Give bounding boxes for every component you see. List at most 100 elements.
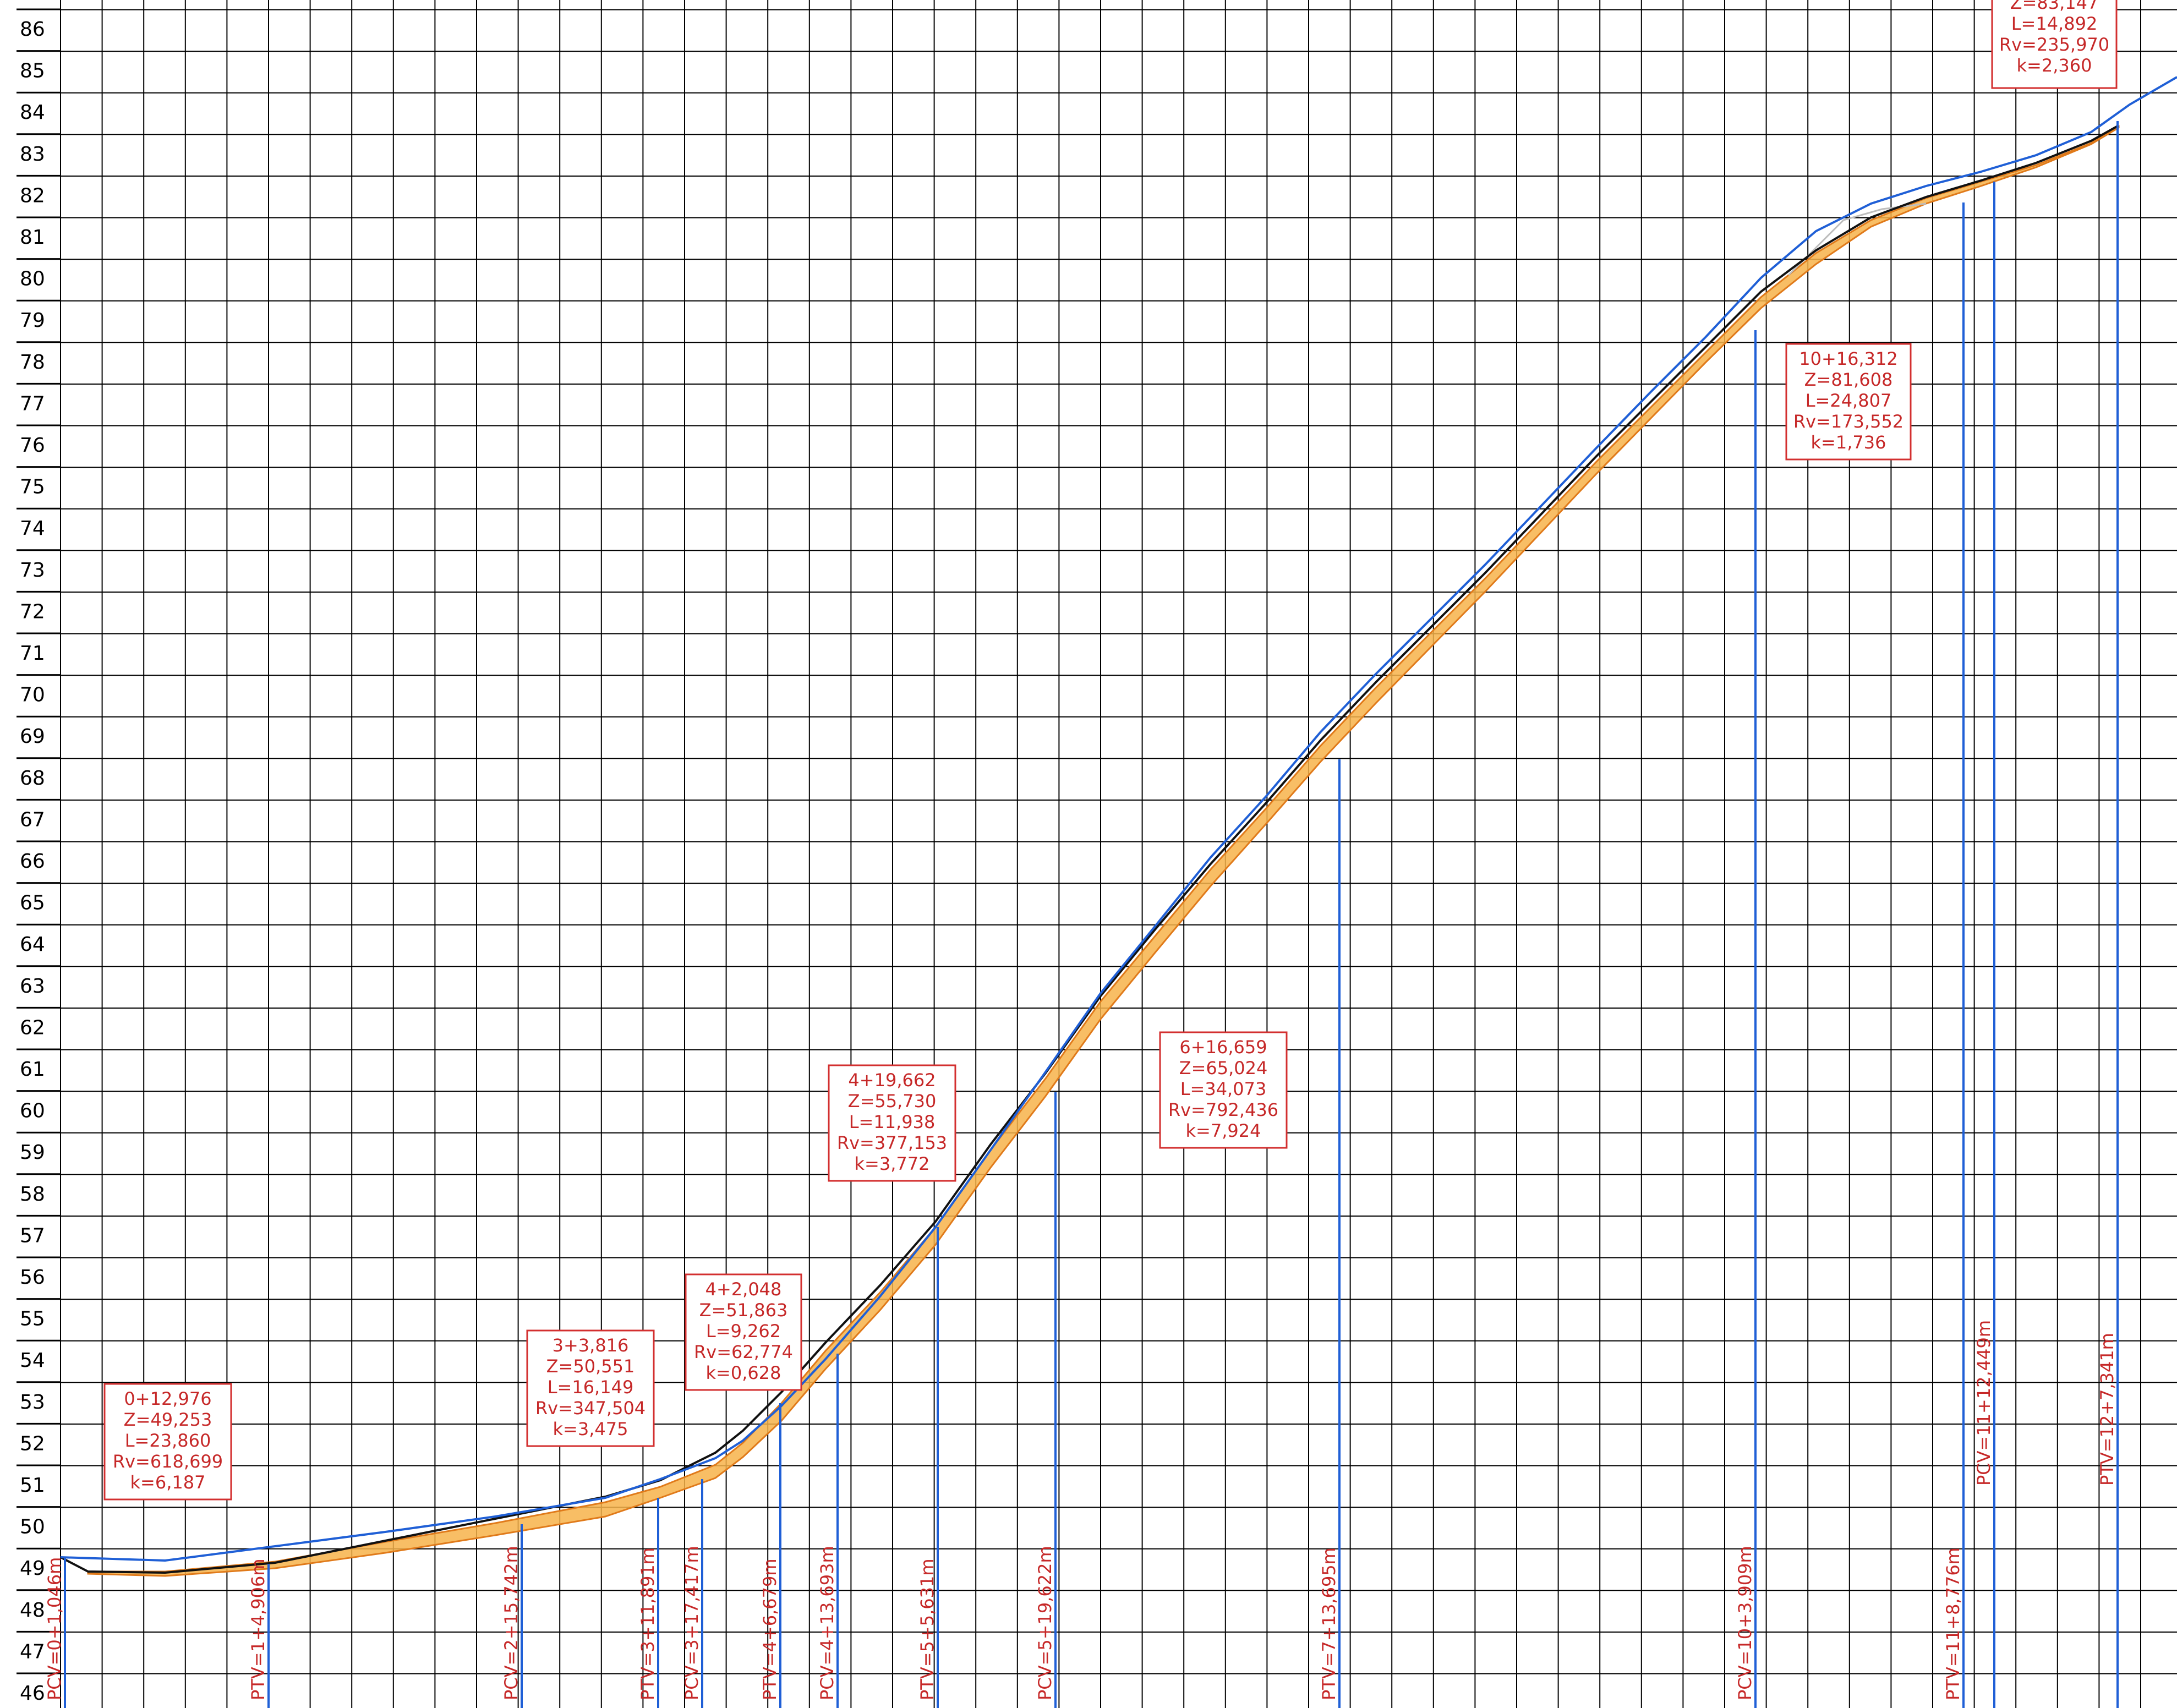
station-label: PCV=3+17,417m — [681, 1546, 702, 1700]
annotation-k: k=7,924 — [1186, 1120, 1261, 1141]
annotation-z: Z=50,551 — [546, 1356, 635, 1377]
elevation-label: 71 — [20, 642, 45, 665]
elevation-label: 83 — [20, 143, 45, 166]
annotation-l: L=34,073 — [1180, 1079, 1267, 1099]
elevation-label: 74 — [20, 517, 45, 540]
elevation-label: 56 — [20, 1266, 45, 1289]
station-label: PTV=12+7,341m — [2097, 1333, 2118, 1486]
station-label: PTV=7+13,695m — [1319, 1547, 1339, 1700]
annotation-l: L=9,262 — [706, 1321, 781, 1342]
annotation-rv: Rv=62,774 — [694, 1342, 793, 1362]
annotation-frame — [1159, 1031, 1288, 1149]
annotation-z: Z=65,024 — [1179, 1058, 1268, 1079]
elevation-label: 58 — [20, 1183, 45, 1206]
annotation-z: Z=51,863 — [699, 1300, 788, 1321]
station-label: PTV=1+4,906m — [248, 1559, 269, 1701]
annotation-rv: Rv=173,552 — [1793, 411, 1903, 432]
annotation-frame — [685, 1273, 802, 1391]
annotation-l: L=23,860 — [125, 1430, 211, 1451]
annotation-sta: 4+19,662 — [848, 1070, 936, 1091]
elevation-label: 57 — [20, 1224, 45, 1247]
elevation-label: 62 — [20, 1016, 45, 1039]
station-label: PTV=5+5,631m — [917, 1559, 938, 1701]
elevation-label: 77 — [20, 392, 45, 415]
elevation-label: 59 — [20, 1141, 45, 1164]
annotation-frame — [1991, 0, 2118, 89]
annotation-sta: 0+12,976 — [124, 1388, 211, 1409]
elevation-label: 75 — [20, 476, 45, 499]
elevation-label: 64 — [20, 933, 45, 956]
annotation-k: k=1,736 — [1811, 432, 1886, 453]
elevation-label: 51 — [20, 1474, 45, 1497]
annotation-sta: 4+2,048 — [705, 1279, 782, 1300]
elevation-label: 54 — [20, 1349, 45, 1372]
curve-annotation-box: 4+19,662Z=55,730L=11,938Rv=377,153k=3,77… — [828, 1064, 956, 1182]
annotation-sta: 3+3,816 — [553, 1335, 629, 1356]
annotation-k: k=3,772 — [855, 1153, 930, 1174]
annotation-frame — [1785, 343, 1912, 461]
elevation-label: 47 — [20, 1640, 45, 1663]
station-label: PCV=0+1,046m — [44, 1557, 65, 1700]
annotation-z: Z=83,147 — [2010, 0, 2099, 13]
elevation-label: 70 — [20, 684, 45, 707]
annotation-z: Z=55,730 — [848, 1091, 937, 1112]
annotation-l: L=11,938 — [849, 1112, 936, 1132]
elevation-axis: 86 85 84 83 82 81 80 79 78 77 76 75 74 73 72 71 70 69 68 67… — [17, 8, 61, 1705]
profile-grid — [60, 0, 2177, 1708]
vertical-curve-annotations: 0+12,976Z=49,253L=23,860Rv=618,699k=6,18… — [103, 0, 2118, 1501]
elevation-label: 63 — [20, 975, 45, 998]
elevation-label: 84 — [20, 101, 45, 124]
elevation-label: 61 — [20, 1058, 45, 1081]
station-label: PCV=10+3,909m — [1735, 1546, 1755, 1700]
station-label: PCV=2+15,742m — [501, 1546, 522, 1700]
annotation-rv: Rv=377,153 — [837, 1132, 947, 1153]
station-label: PTV=4+6,679m — [759, 1559, 780, 1701]
annotation-l: L=14,892 — [2011, 13, 2098, 34]
elevation-label: 49 — [20, 1557, 45, 1580]
elevation-label: 67 — [20, 808, 45, 831]
station-label: PTV=3+11,891m — [637, 1547, 658, 1700]
elevation-label: 81 — [20, 226, 45, 249]
annotation-frame — [103, 1383, 232, 1501]
annotation-z: Z=49,253 — [124, 1409, 212, 1430]
elevation-label: 80 — [20, 268, 45, 291]
elevation-label: 65 — [20, 892, 45, 915]
annotation-z: Z=81,608 — [1804, 369, 1893, 390]
annotation-rv: Rv=792,436 — [1168, 1099, 1278, 1120]
station-label: PCV=5+19,622m — [1035, 1546, 1055, 1700]
station-markers: PCV=0+1,046m PTV=1+4,906m PCV=2+15,742m PTV… — [44, 121, 2119, 1708]
annotation-k: k=0,628 — [706, 1362, 781, 1383]
curve-annotation-box: 10+16,312Z=81,608L=24,807Rv=173,552k=1,7… — [1785, 343, 1912, 461]
elevation-label: 60 — [20, 1100, 45, 1123]
elevation-label: 46 — [20, 1682, 45, 1705]
annotation-frame — [526, 1329, 655, 1447]
station-label: PCV=4+13,693m — [817, 1546, 838, 1700]
annotation-rv: Rv=347,504 — [535, 1398, 646, 1419]
elevation-label: 76 — [20, 434, 45, 457]
elevation-label: 69 — [20, 725, 45, 748]
station-label: PTV=11+8,776m — [1943, 1547, 1963, 1700]
elevation-label: 79 — [20, 309, 45, 332]
annotation-l: L=16,149 — [548, 1377, 634, 1398]
annotation-sta: 10+16,312 — [1799, 348, 1898, 369]
elevation-label: 78 — [20, 351, 45, 374]
station-label: PCV=11+12,449m — [1973, 1320, 1994, 1486]
annotation-sta: 6+16,659 — [1179, 1037, 1267, 1058]
design-grade-line — [60, 76, 2177, 1562]
curve-annotation-box: 6+16,659Z=65,024L=34,073Rv=792,436k=7,92… — [1159, 1031, 1288, 1149]
curve-annotation-box: 0+12,976Z=49,253L=23,860Rv=618,699k=6,18… — [103, 1383, 232, 1501]
annotation-k: k=3,475 — [553, 1419, 628, 1439]
elevation-label: 73 — [20, 559, 45, 582]
elevation-label: 85 — [20, 60, 45, 83]
annotation-k: k=6,187 — [130, 1472, 206, 1493]
annotation-l: L=24,807 — [1806, 390, 1892, 411]
elevation-label: 55 — [20, 1308, 45, 1331]
annotation-rv: Rv=235,970 — [1999, 34, 2109, 55]
elevation-label: 82 — [20, 184, 45, 207]
elevation-label: 66 — [20, 850, 45, 873]
annotation-k: k=2,360 — [2017, 55, 2092, 76]
